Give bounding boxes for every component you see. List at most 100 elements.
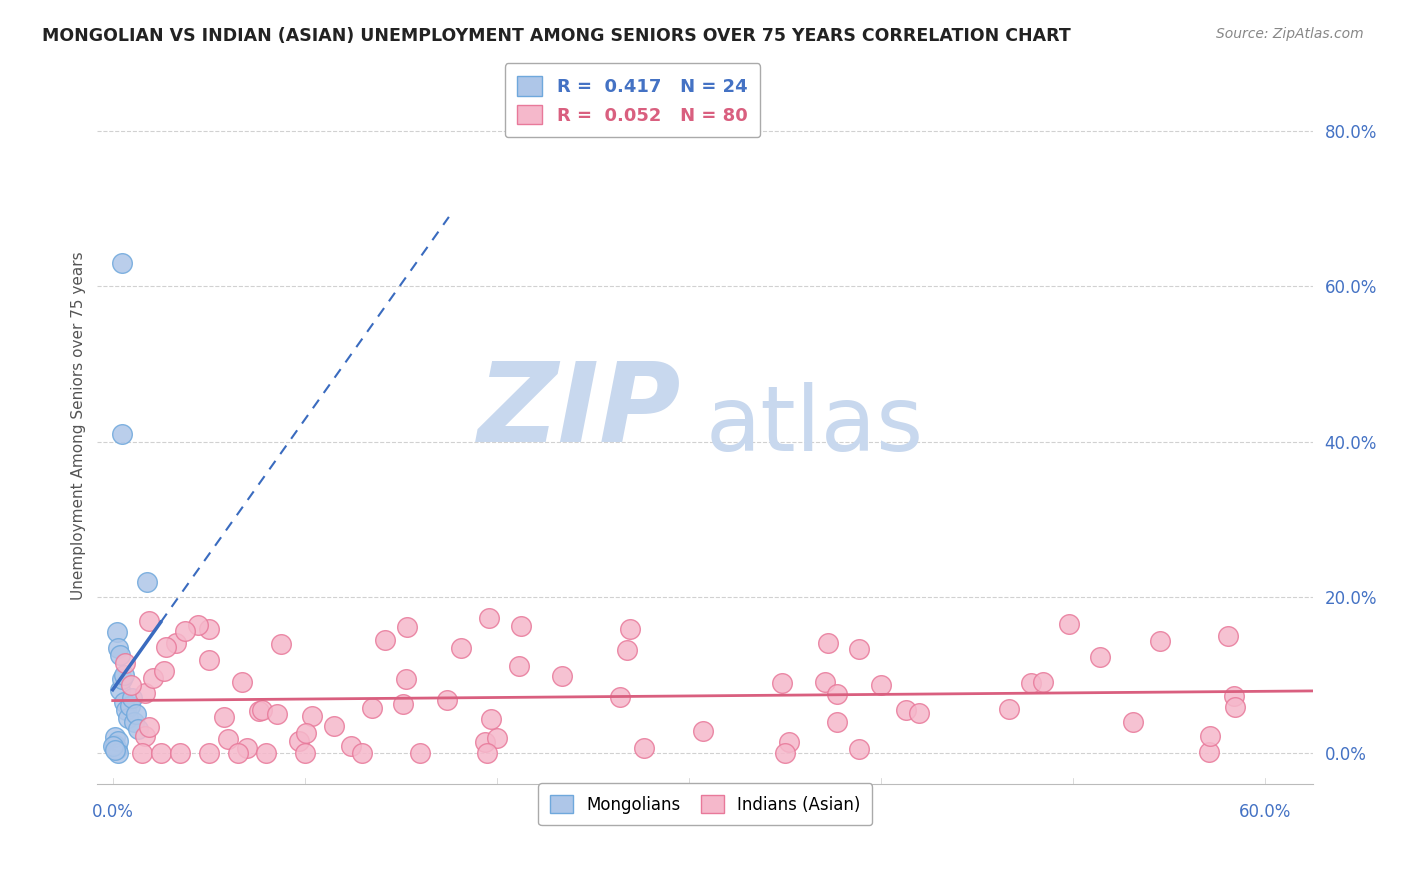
Point [111,672,134,686]
Point [101,739,124,754]
Point [1198,729,1220,743]
Point [270,636,292,650]
Point [236,741,259,756]
Point [231,674,253,689]
Point [395,672,418,686]
Point [294,746,316,760]
Point [136,574,159,589]
Point [1032,675,1054,690]
Legend: Mongolians, Indians (Asian): Mongolians, Indians (Asian) [538,783,873,825]
Point [127,723,149,737]
Point [1149,634,1171,648]
Point [254,746,277,760]
Text: ZIP: ZIP [478,359,681,466]
Point [770,676,793,690]
Point [848,642,870,657]
Point [778,735,800,749]
Point [609,690,631,704]
Point [134,729,156,743]
Point [107,734,129,748]
Point [817,636,839,650]
Point [773,746,796,760]
Point [998,701,1021,715]
Text: Source: ZipAtlas.com: Source: ZipAtlas.com [1216,27,1364,41]
Point [214,710,236,724]
Point [169,746,191,760]
Point [409,746,432,760]
Point [115,703,138,717]
Point [478,611,501,625]
Text: 0.0%: 0.0% [91,803,134,822]
Point [198,622,221,636]
Point [1225,699,1247,714]
Point [374,632,396,647]
Point [114,656,136,670]
Point [120,678,142,692]
Point [396,620,419,634]
Point [107,640,129,655]
Point [848,742,870,756]
Point [105,625,128,640]
Point [266,707,288,722]
Point [294,726,316,740]
Point [153,665,176,679]
Point [340,739,363,754]
Point [197,746,219,760]
Point [870,678,893,692]
Point [112,695,135,709]
Point [474,735,496,749]
Point [1198,745,1220,759]
Point [1218,628,1240,642]
Point [122,714,145,729]
Point [104,730,127,744]
Point [616,643,638,657]
Point [894,703,917,717]
Point [142,671,165,685]
Point [134,686,156,700]
Text: 60.0%: 60.0% [1239,803,1292,822]
Y-axis label: Unemployment Among Seniors over 75 years: Unemployment Among Seniors over 75 years [72,252,86,600]
Text: MONGOLIAN VS INDIAN (ASIAN) UNEMPLOYMENT AMONG SENIORS OVER 75 YEARS CORRELATION: MONGOLIAN VS INDIAN (ASIAN) UNEMPLOYMENT… [42,27,1071,45]
Point [508,659,530,673]
Point [360,701,382,715]
Point [138,614,160,628]
Point [509,619,531,633]
Point [619,622,641,636]
Point [250,703,273,717]
Point [226,746,249,760]
Point [1122,715,1144,730]
Point [197,652,219,666]
Point [110,648,132,663]
Point [217,732,239,747]
Point [105,741,128,756]
Point [1019,676,1042,690]
Point [477,746,499,760]
Point [155,640,177,655]
Point [131,746,153,760]
Point [550,669,572,683]
Point [111,256,134,270]
Point [121,691,143,706]
Point [149,746,172,760]
Point [1223,689,1246,703]
Point [825,714,848,729]
Point [104,738,127,752]
Point [450,640,472,655]
Point [825,688,848,702]
Point [187,617,209,632]
Point [118,698,141,713]
Point [352,746,374,760]
Point [107,746,129,760]
Point [814,674,837,689]
Point [481,712,503,726]
Point [117,711,139,725]
Point [165,635,187,649]
Point [173,624,195,638]
Point [322,719,344,733]
Point [485,731,508,745]
Point [247,704,270,718]
Point [1090,650,1112,665]
Point [112,668,135,682]
Point [1057,617,1080,632]
Point [110,683,132,698]
